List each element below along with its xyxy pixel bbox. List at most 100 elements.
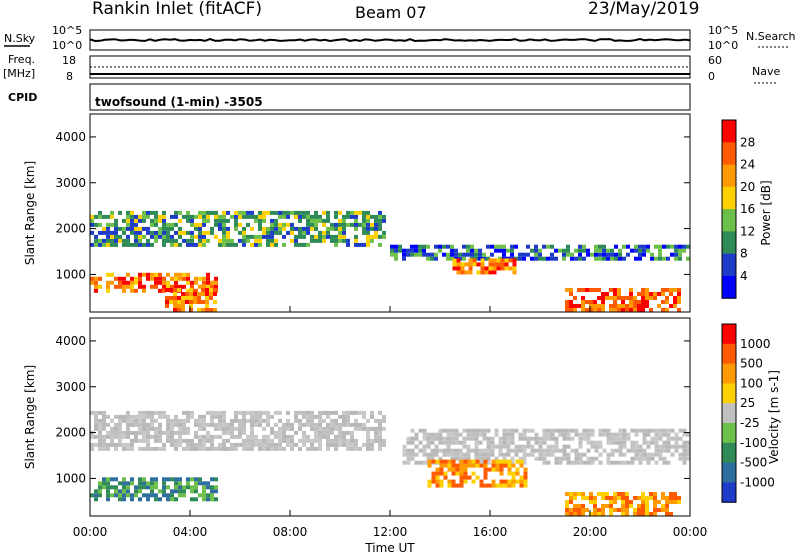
velocity-cell-region-0 — [126, 414, 130, 419]
velocity-cell-region-4 — [645, 496, 649, 500]
velocity-cell-region-2 — [610, 448, 615, 453]
power-cell-region-3 — [566, 252, 570, 257]
velocity-cell-region-2 — [454, 436, 459, 441]
velocity-cell-region-2 — [646, 444, 651, 449]
velocity-cell-region-0 — [318, 422, 322, 427]
velocity-cell-region-0 — [338, 414, 342, 419]
velocity-cell-region-0 — [302, 442, 306, 447]
velocity-cell-region-2 — [622, 460, 627, 465]
beam-title: Beam 07 — [355, 3, 427, 22]
power-cell-region-0 — [242, 210, 246, 215]
power-cell-region-3 — [602, 252, 606, 257]
velocity-cell-region-0 — [302, 438, 306, 443]
power-cell-region-0 — [354, 242, 358, 247]
velocity-cell-region-2 — [586, 436, 591, 441]
velocity-cell-region-0 — [210, 414, 214, 419]
velocity-cell-region-4 — [677, 496, 681, 500]
velocity-cell-region-1 — [142, 477, 146, 482]
power-cell-region-1 — [178, 284, 182, 289]
power-cell-region-1 — [126, 284, 130, 289]
velocity-cell-region-4 — [601, 508, 605, 512]
velocity-cell-region-0 — [234, 434, 238, 439]
velocity-cell-region-2 — [478, 432, 483, 437]
velocity-cell-region-2 — [578, 436, 583, 441]
velocity-cell-region-2 — [618, 448, 623, 453]
velocity-cell-region-3 — [439, 479, 444, 484]
velocity-cell-region-0 — [306, 418, 310, 423]
velocity-cell-region-1 — [142, 481, 146, 486]
power-cell-region-3 — [514, 244, 518, 249]
velocity-cell-region-0 — [158, 446, 162, 451]
velocity-cell-region-2 — [502, 444, 507, 449]
velocity-cell-region-2 — [474, 432, 479, 437]
power-cell-region-3 — [442, 244, 446, 249]
power-cell-region-3 — [446, 256, 450, 261]
velocity-cell-region-0 — [182, 418, 186, 423]
velocity-cell-region-0 — [306, 410, 310, 415]
velocity-cell-region-0 — [350, 410, 354, 415]
velocity-cell-region-0 — [318, 446, 322, 451]
power-cell-region-0 — [250, 242, 254, 247]
power-colorbar-segment — [722, 142, 736, 166]
velocity-cell-region-0 — [174, 438, 178, 443]
velocity-cell-region-0 — [286, 418, 290, 423]
velocity-cell-region-4 — [573, 504, 577, 508]
power-cell-region-0 — [334, 242, 338, 247]
velocity-cell-region-2 — [546, 428, 551, 433]
velocity-cell-region-0 — [178, 418, 182, 423]
power-cell-region-3 — [674, 256, 678, 261]
velocity-cell-region-3 — [519, 463, 524, 468]
velocity-cell-region-0 — [370, 410, 374, 415]
power-cell-region-0 — [354, 222, 358, 227]
power-cell-region-2 — [165, 296, 169, 300]
velocity-cell-region-0 — [242, 442, 246, 447]
velocity-cell-region-0 — [230, 422, 234, 427]
power-cell-region-0 — [142, 234, 146, 239]
velocity-cell-region-2 — [422, 448, 427, 453]
velocity-colorbar-segment — [722, 363, 736, 384]
velocity-cell-region-2 — [542, 436, 547, 441]
velocity-cell-region-2 — [522, 452, 527, 457]
velocity-cell-region-0 — [146, 446, 150, 451]
velocity-cell-region-2 — [502, 432, 507, 437]
velocity-cell-region-1 — [106, 497, 110, 502]
velocity-cell-region-0 — [378, 442, 382, 447]
velocity-cell-region-1 — [154, 477, 158, 482]
power-cell-region-2 — [193, 300, 197, 304]
nsky-label: N.Sky — [4, 32, 36, 45]
power-cell-region-0 — [342, 234, 346, 239]
velocity-cell-region-0 — [158, 434, 162, 439]
velocity-cell-region-4 — [613, 492, 617, 496]
velocity-cell-region-1 — [102, 485, 106, 490]
velocity-cell-region-2 — [626, 436, 631, 441]
power-cell-region-0 — [334, 214, 338, 219]
power-cell-region-2 — [205, 304, 209, 308]
power-cell-region-3 — [618, 252, 622, 257]
velocity-cell-region-0 — [94, 414, 98, 419]
power-cell-region-3 — [610, 256, 614, 261]
velocity-cell-region-2 — [526, 428, 531, 433]
power-cell-region-2 — [189, 300, 193, 304]
velocity-cell-region-0 — [138, 422, 142, 427]
power-cell-region-0 — [170, 214, 174, 219]
power-cell-region-3 — [638, 256, 642, 261]
power-cell-region-1 — [190, 280, 194, 285]
power-cell-region-0 — [98, 222, 102, 227]
velocity-cell-region-0 — [154, 426, 158, 431]
velocity-cell-region-2 — [514, 444, 519, 449]
power-ytick-label: 3000 — [55, 176, 86, 190]
velocity-cell-region-0 — [202, 414, 206, 419]
power-cell-region-0 — [98, 210, 102, 215]
velocity-cell-region-2 — [422, 432, 427, 437]
power-cell-region-3 — [610, 252, 614, 257]
velocity-cell-region-1 — [126, 489, 130, 494]
power-cell-region-3 — [394, 244, 398, 249]
velocity-cell-region-0 — [334, 422, 338, 427]
velocity-cell-region-4 — [573, 512, 577, 516]
power-cell-region-0 — [222, 242, 226, 247]
power-cell-region-2 — [173, 292, 177, 296]
velocity-cell-region-3 — [503, 479, 508, 484]
velocity-cell-region-0 — [242, 418, 246, 423]
power-cell-region-3 — [554, 256, 558, 261]
power-cell-region-4 — [492, 270, 497, 275]
